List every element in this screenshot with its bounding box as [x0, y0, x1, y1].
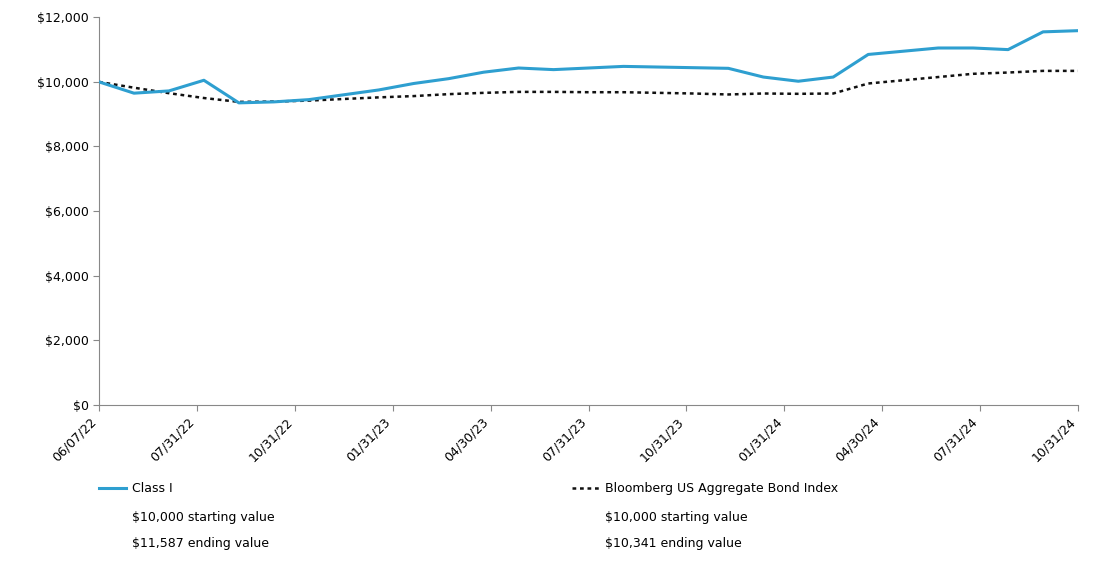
Text: $10,000 starting value: $10,000 starting value: [132, 511, 275, 524]
Text: $10,341 ending value: $10,341 ending value: [605, 537, 741, 550]
Text: $11,587 ending value: $11,587 ending value: [132, 537, 270, 550]
Text: Class I: Class I: [132, 482, 173, 495]
Text: Bloomberg US Aggregate Bond Index: Bloomberg US Aggregate Bond Index: [605, 482, 838, 495]
Text: $10,000 starting value: $10,000 starting value: [605, 511, 748, 524]
